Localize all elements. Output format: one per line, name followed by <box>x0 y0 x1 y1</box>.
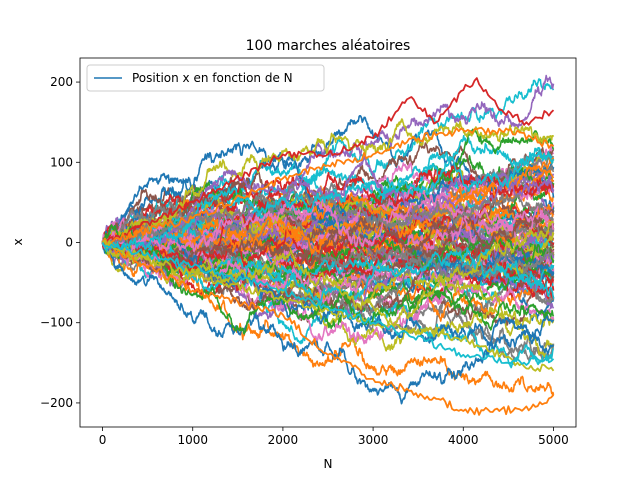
legend-label: Position x en fonction de N <box>132 71 293 85</box>
y-axis-label: x <box>11 238 25 245</box>
y-tick-label: 200 <box>50 75 73 89</box>
y-tick-label: 0 <box>65 236 73 250</box>
series-line <box>101 220 555 314</box>
highlight-series-line <box>102 241 555 416</box>
highlight-series-line <box>101 126 554 246</box>
x-tick-label: 2000 <box>268 433 299 447</box>
x-tick-label: 3000 <box>358 433 389 447</box>
series-line <box>101 238 555 396</box>
series-line <box>101 242 555 405</box>
y-axis: −200 −100 0 100 200 <box>40 75 80 410</box>
x-tick-label: 1000 <box>177 433 208 447</box>
series-line <box>101 169 555 255</box>
series-line <box>101 183 555 247</box>
series-layer <box>101 74 555 416</box>
series-line <box>101 216 555 290</box>
x-tick-label: 0 <box>99 433 107 447</box>
series-line <box>101 220 555 329</box>
series-line <box>101 224 555 335</box>
series-line <box>101 194 555 256</box>
y-tick-label: −100 <box>40 316 73 330</box>
y-tick-label: −200 <box>40 396 73 410</box>
x-tick-label: 5000 <box>538 433 569 447</box>
x-axis: 0 1000 2000 3000 4000 5000 <box>99 427 569 447</box>
highlight-series-line <box>101 242 555 366</box>
chart-title: 100 marches aléatoires <box>246 38 411 54</box>
x-tick-label: 4000 <box>448 433 479 447</box>
series-line <box>101 147 555 254</box>
series-line <box>101 200 555 279</box>
highlight-series-line <box>102 77 555 245</box>
x-axis-label: N <box>324 457 333 471</box>
series-line <box>101 140 555 282</box>
highlight-series-line <box>101 239 555 373</box>
legend: Position x en fonction de N <box>86 64 325 92</box>
legend-box <box>86 64 325 92</box>
y-tick-label: 100 <box>50 155 73 169</box>
